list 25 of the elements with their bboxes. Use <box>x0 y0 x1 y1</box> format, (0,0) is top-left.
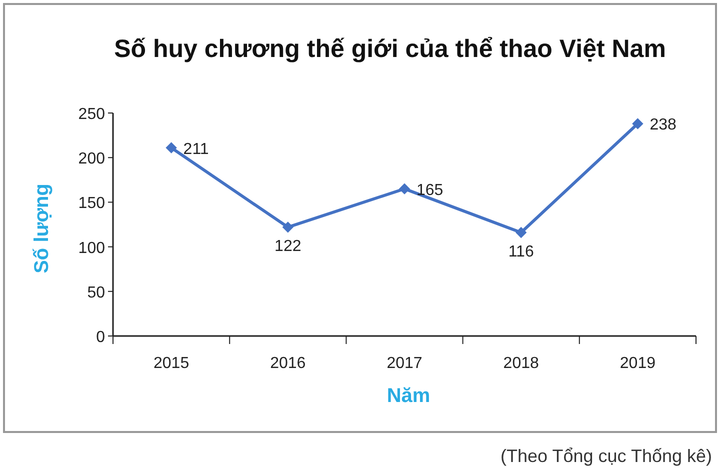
data-label: 116 <box>508 244 534 261</box>
y-tick-label: 250 <box>78 106 106 123</box>
y-tick-label: 150 <box>78 195 106 212</box>
point <box>516 226 527 238</box>
x-tick-label: 2015 <box>154 355 190 372</box>
y-tick-label: 50 <box>87 284 106 302</box>
x-tick-label: 2018 <box>503 355 539 372</box>
point <box>632 118 644 130</box>
data-label: 165 <box>416 182 444 199</box>
y-axis-title: Số lượng <box>31 184 53 274</box>
data-label: 211 <box>183 140 209 158</box>
point <box>398 183 410 194</box>
data-label: 238 <box>650 116 676 134</box>
y-tick-label: 0 <box>96 329 106 346</box>
point <box>166 142 177 154</box>
text: (Theo Tổng cục Thống kê) <box>500 446 712 466</box>
x-tick-label: 2016 <box>270 355 306 372</box>
x-tick-label: 2019 <box>620 355 656 372</box>
point <box>282 222 294 233</box>
y-tick-label: 100 <box>78 240 106 257</box>
y-tick-label: 200 <box>78 150 106 168</box>
data-label: 122 <box>274 238 302 256</box>
chart-title: Số huy chương thế giới của thể thao Việt Nam <box>114 35 666 63</box>
x-tick-label: 2017 <box>386 355 422 372</box>
x-axis-title: Năm <box>386 385 430 407</box>
